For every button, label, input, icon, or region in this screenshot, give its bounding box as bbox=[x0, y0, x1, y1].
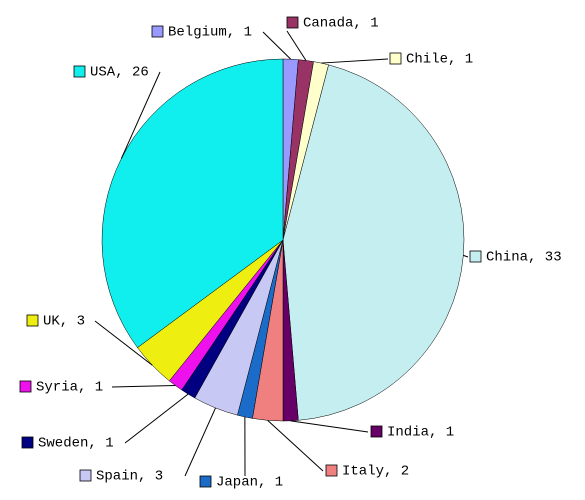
label-swatch bbox=[199, 475, 212, 488]
label-swatch bbox=[19, 380, 32, 393]
data-label: Sweden, 1 bbox=[38, 436, 114, 452]
data-label: USA, 26 bbox=[90, 65, 149, 81]
data-label: Japan, 1 bbox=[216, 475, 283, 491]
label-swatch bbox=[389, 52, 402, 65]
data-label: Syria, 1 bbox=[36, 380, 103, 396]
data-label: India, 1 bbox=[387, 425, 454, 441]
leader-line bbox=[463, 254, 469, 258]
leader-line bbox=[286, 30, 307, 61]
label-swatch bbox=[73, 65, 86, 78]
data-label: Belgium, 1 bbox=[168, 25, 252, 41]
data-label: Spain, 3 bbox=[96, 469, 163, 485]
leader-line bbox=[124, 393, 189, 444]
label-swatch bbox=[469, 250, 482, 263]
leader-line bbox=[184, 407, 216, 477]
label-swatch bbox=[79, 469, 92, 482]
leader-line bbox=[267, 419, 324, 472]
data-label: China, 33 bbox=[486, 250, 562, 266]
label-swatch bbox=[21, 436, 34, 449]
leader-line bbox=[290, 420, 369, 433]
label-swatch bbox=[325, 464, 338, 477]
leader-line bbox=[262, 31, 292, 60]
label-swatch bbox=[370, 425, 383, 438]
leader-line bbox=[120, 71, 161, 159]
label-swatch bbox=[26, 314, 39, 327]
label-swatch bbox=[151, 25, 164, 38]
data-label: Canada, 1 bbox=[303, 16, 379, 32]
data-label: Chile, 1 bbox=[406, 52, 473, 68]
leader-line bbox=[111, 385, 176, 388]
label-swatch bbox=[286, 16, 299, 29]
data-label: UK, 3 bbox=[43, 314, 85, 330]
pie-slice bbox=[101, 58, 284, 348]
leader-line bbox=[94, 320, 153, 366]
leader-line bbox=[321, 58, 389, 64]
data-label: Italy, 2 bbox=[342, 464, 409, 480]
